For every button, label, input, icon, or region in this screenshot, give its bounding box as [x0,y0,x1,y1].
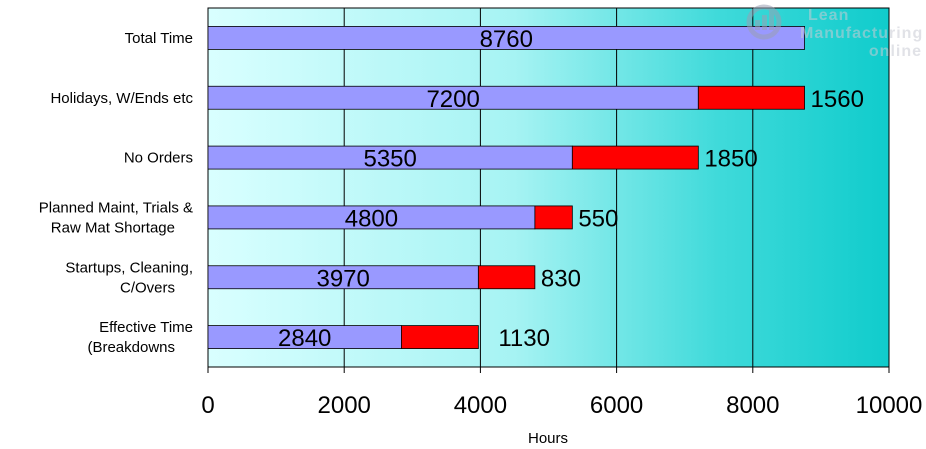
loss-value-label: 1130 [498,325,550,352]
category-label: Raw Mat Shortage [51,219,175,236]
category-label: Planned Maint, Trials & [39,199,193,216]
base-value-label: 2840 [278,325,331,352]
base-value-label: 4800 [345,205,398,232]
tick-label: 8000 [726,392,779,419]
category-label: Effective Time [99,319,193,336]
bar-loss [571,145,699,170]
tick-label: 4000 [454,392,507,419]
bar-loss [534,205,573,230]
loss-value-label: 1850 [704,146,757,173]
category-label: Holidays, W/Ends etc [50,90,193,107]
bar-loss [697,85,805,110]
loss-value-label: 830 [541,265,581,292]
plot-area [207,7,890,368]
watermark-line-1: Lean [808,7,849,24]
base-value-label: 5350 [363,146,416,173]
watermark-line-3: online [869,43,922,60]
gear-chart-icon [746,4,782,40]
bars [207,26,805,349]
watermark-logo: Lean Manufacturing online [746,4,923,60]
tick-label: 0 [201,392,214,419]
x-axis-ticks: 0 2000 4000 6000 8000 10000 [201,367,922,419]
category-label: C/Overs [120,279,175,296]
tick-label: 10000 [856,392,923,419]
tick-label: 6000 [590,392,643,419]
category-labels: Total Time Holidays, W/Ends etc No Orders P… [39,30,194,356]
loss-value-label: 550 [578,205,618,232]
category-label: No Orders [124,150,193,167]
bar-loss [401,325,479,349]
base-value-label: 3970 [316,265,369,292]
value-labels: 8760 7200 1560 5350 1850 4800 550 3970 830 2840 11… [278,26,864,352]
category-label: Startups, Cleaning, [65,259,193,276]
bar-base [207,26,805,50]
tick-label: 2000 [318,392,371,419]
category-label: Total Time [125,30,193,47]
bar-loss [477,265,536,290]
category-label: (Breakdowns [87,339,175,356]
base-value-label: 8760 [480,26,533,53]
gridlines [343,8,754,367]
x-axis-title: Hours [528,430,568,447]
loss-value-label: 1560 [811,86,864,113]
watermark-line-2: Manufacturing [800,25,923,42]
base-value-label: 7200 [426,86,479,113]
